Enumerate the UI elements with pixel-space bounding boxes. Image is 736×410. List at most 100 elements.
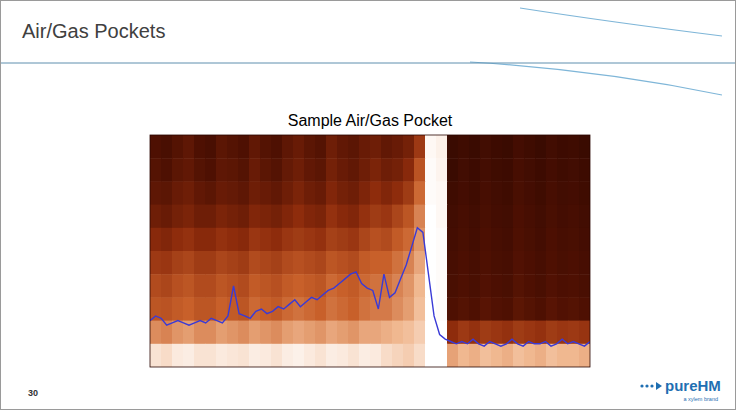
heat-cell [436, 321, 448, 345]
heat-cell [513, 251, 525, 275]
heat-cell [260, 274, 272, 298]
heat-cell [205, 205, 217, 229]
heat-cell [414, 135, 426, 159]
heat-cell [524, 158, 536, 182]
heat-cell [326, 297, 338, 321]
heat-cell [183, 297, 195, 321]
heat-cell [414, 274, 426, 298]
heat-cell [502, 135, 514, 159]
heat-cell [315, 274, 327, 298]
heat-cell [425, 135, 437, 159]
heat-cell [172, 181, 184, 205]
heat-cell [436, 205, 448, 229]
heat-cell [546, 251, 558, 275]
heat-cell [194, 251, 206, 275]
heat-cell [458, 274, 470, 298]
heat-cell [205, 135, 217, 159]
heat-cell [271, 135, 283, 159]
heat-cell [370, 251, 382, 275]
heat-cell [458, 251, 470, 275]
line-series [150, 228, 590, 346]
heat-cell [568, 321, 580, 345]
heat-cell [315, 321, 327, 345]
heat-cell [304, 181, 316, 205]
heat-cell [491, 135, 503, 159]
heat-cell [194, 205, 206, 229]
heat-cell [249, 274, 261, 298]
heat-cell [568, 228, 580, 252]
heat-cell [238, 135, 250, 159]
heat-cell [370, 274, 382, 298]
heat-cell [579, 181, 590, 205]
heat-cell [293, 297, 305, 321]
heat-cell [414, 181, 426, 205]
heat-cell [458, 344, 470, 367]
heat-cell [304, 274, 316, 298]
heat-cell [348, 251, 360, 275]
heat-cell [491, 251, 503, 275]
slide-title: Air/Gas Pockets [22, 20, 165, 42]
heat-cell [348, 158, 360, 182]
heat-cell [216, 297, 228, 321]
heat-cell [546, 321, 558, 345]
heat-cell [359, 181, 371, 205]
heat-cell [216, 135, 228, 159]
heat-cell [205, 321, 217, 345]
heat-cell [436, 158, 448, 182]
heat-cell [370, 321, 382, 345]
heat-cell [546, 274, 558, 298]
heat-cell [513, 205, 525, 229]
heat-cell [359, 297, 371, 321]
heat-cell [370, 158, 382, 182]
heat-cell [568, 158, 580, 182]
heat-cell [370, 344, 382, 367]
heat-cell [502, 158, 514, 182]
heat-cell [150, 158, 162, 182]
heat-cell [370, 135, 382, 159]
heat-cell [194, 274, 206, 298]
heat-cell [381, 228, 393, 252]
heat-cell [381, 344, 393, 367]
page-number: 30 [28, 388, 38, 398]
heat-cell [172, 321, 184, 345]
heat-cell [469, 274, 481, 298]
heat-cell [271, 321, 283, 345]
heat-cell [392, 251, 404, 275]
heat-cell [271, 181, 283, 205]
deco-curve [470, 62, 722, 95]
heat-cell [491, 228, 503, 252]
heat-cell [447, 135, 459, 159]
heat-cell [194, 158, 206, 182]
heat-cell [480, 297, 492, 321]
heat-cell [150, 344, 162, 367]
heat-cell [150, 274, 162, 298]
heat-cell [392, 321, 404, 345]
heat-cell [414, 205, 426, 229]
heat-cell [216, 274, 228, 298]
heat-cell [161, 228, 173, 252]
heat-cell [524, 274, 536, 298]
heat-cell [359, 135, 371, 159]
heat-cell [161, 158, 173, 182]
heat-cell [502, 205, 514, 229]
heat-cell [491, 205, 503, 229]
heat-cell [172, 135, 184, 159]
heat-cell [579, 228, 590, 252]
heat-cell [524, 135, 536, 159]
heat-cell [535, 181, 547, 205]
heat-cell [205, 228, 217, 252]
heat-cell [150, 321, 162, 345]
heat-cell [260, 251, 272, 275]
heat-cell [392, 135, 404, 159]
heat-cell [447, 297, 459, 321]
heat-cell [348, 228, 360, 252]
heat-cell [326, 205, 338, 229]
heat-cell [579, 274, 590, 298]
heat-cell [403, 158, 415, 182]
heat-cell [447, 251, 459, 275]
heat-cell [502, 228, 514, 252]
heat-cell [161, 181, 173, 205]
heat-cell [172, 158, 184, 182]
heat-cell [227, 228, 239, 252]
heat-cell [491, 344, 503, 367]
